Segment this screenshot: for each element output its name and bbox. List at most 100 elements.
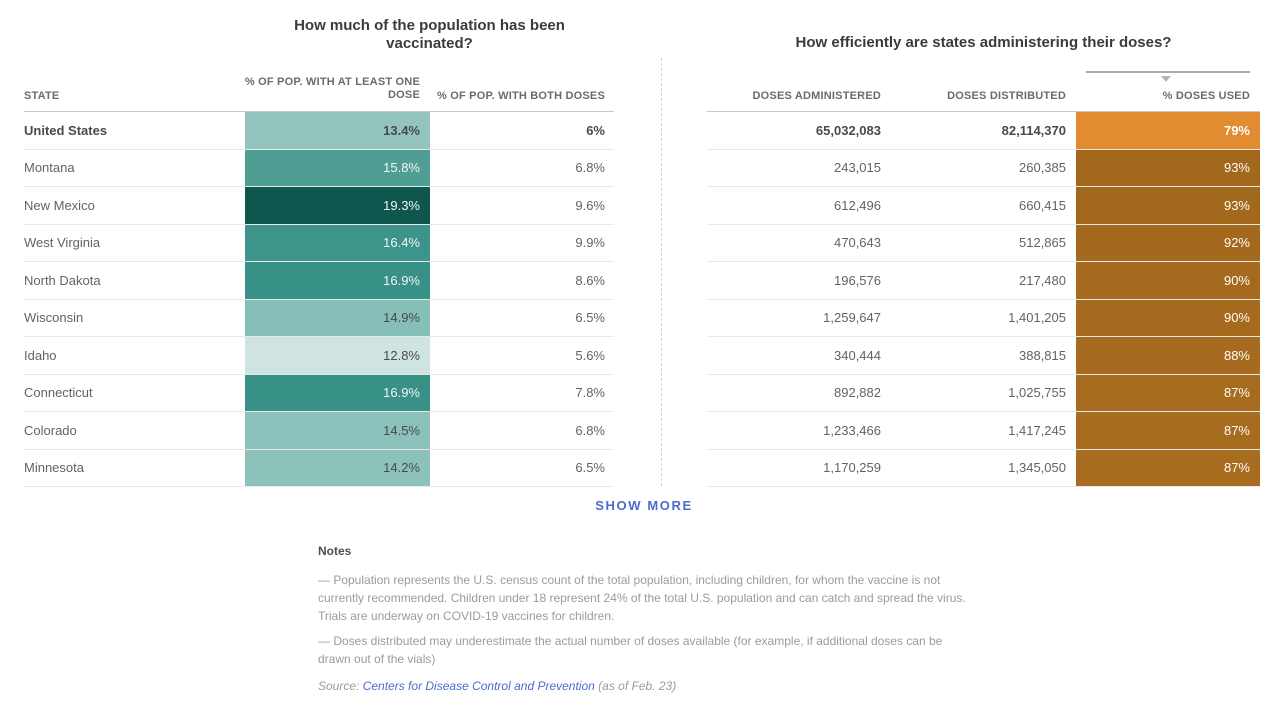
one-dose-cell: 14.9% (245, 299, 430, 336)
state-name: Minnesota (24, 460, 84, 476)
doses-used-cell: 93% (1076, 187, 1260, 224)
doses-distributed-cell: 660,415 (1019, 197, 1066, 213)
doses-used-cell: 90% (1076, 262, 1260, 299)
doses-distributed-cell: 1,417,245 (1008, 422, 1066, 438)
doses-administered-cell: 612,496 (834, 197, 881, 213)
doses-used-cell: 90% (1076, 299, 1260, 336)
doses-administered-cell: 1,170,259 (823, 460, 881, 476)
column-header-doses-administered[interactable]: DOSES ADMINISTERED (752, 90, 881, 102)
one-dose-cell: 16.9% (245, 262, 430, 299)
table-row: 612,496 660,415 93% (707, 187, 1260, 225)
one-dose-cell: 13.4% (245, 112, 430, 149)
doses-used-cell: 92% (1076, 224, 1260, 261)
table-row: 892,882 1,025,755 87% (707, 374, 1260, 412)
sort-caret-down-icon (1161, 76, 1171, 82)
doses-administered-cell: 196,576 (834, 272, 881, 288)
both-doses-cell: 7.8% (575, 385, 605, 401)
show-more-button[interactable]: SHOW MORE (595, 498, 693, 513)
one-dose-cell: 19.3% (245, 187, 430, 224)
doses-administered-cell: 1,259,647 (823, 310, 881, 326)
doses-distributed-cell: 1,025,755 (1008, 385, 1066, 401)
both-doses-cell: 6.8% (575, 422, 605, 438)
column-header-doses-distributed[interactable]: DOSES DISTRIBUTED (947, 90, 1066, 102)
table-row: Idaho 12.8% 5.6% (24, 337, 614, 375)
state-name: Idaho (24, 347, 57, 363)
table-row: 196,576 217,480 90% (707, 262, 1260, 300)
state-name: United States (24, 122, 108, 138)
column-header-state[interactable]: STATE (24, 90, 60, 102)
one-dose-cell: 16.4% (245, 224, 430, 261)
doses-used-cell: 87% (1076, 449, 1260, 486)
both-doses-cell: 9.9% (575, 235, 605, 251)
table-row: 1,233,466 1,417,245 87% (707, 412, 1260, 450)
doses-distributed-cell: 82,114,370 (1001, 122, 1066, 138)
source-suffix: (as of Feb. 23) (594, 679, 677, 693)
doses-administered-cell: 340,444 (834, 347, 881, 363)
right-table-title: How efficiently are states administering… (795, 34, 1172, 51)
left-table-body: United States 13.4% 6% Montana 15.8% 6.8% New … (24, 111, 614, 487)
note-item: — Doses distributed may underestimate th… (318, 634, 943, 666)
both-doses-cell: 8.6% (575, 272, 605, 288)
both-doses-cell: 6.5% (575, 310, 605, 326)
doses-administered-cell: 1,233,466 (823, 422, 881, 438)
right-table-body: 65,032,083 82,114,370 79% 243,015 260,385 93%… (707, 111, 1260, 487)
doses-administered-cell: 243,015 (834, 160, 881, 176)
doses-used-cell: 93% (1076, 149, 1260, 186)
table-row: West Virginia 16.4% 9.9% (24, 224, 614, 262)
column-header-doses-used[interactable]: % DOSES USED (1162, 90, 1250, 102)
column-header-one-dose[interactable]: % OF POP. WITH AT LEAST ONE DOSE (244, 76, 420, 101)
doses-used-cell: 87% (1076, 374, 1260, 411)
column-header-both-doses[interactable]: % OF POP. WITH BOTH DOSES (437, 90, 605, 102)
left-table-title-text: How much of the population has been vacc… (294, 17, 565, 52)
doses-administered-cell: 65,032,083 (815, 122, 881, 138)
source-prefix: Source: (318, 679, 363, 693)
doses-distributed-cell: 1,345,050 (1008, 460, 1066, 476)
one-dose-cell: 14.2% (245, 449, 430, 486)
table-row: 243,015 260,385 93% (707, 149, 1260, 187)
table-row: 1,259,647 1,401,205 90% (707, 299, 1260, 337)
doses-distributed-cell: 512,865 (1019, 235, 1066, 251)
state-name: West Virginia (24, 235, 101, 251)
sort-indicator-line (1086, 71, 1250, 73)
doses-distributed-cell: 1,401,205 (1008, 310, 1066, 326)
doses-used-cell: 88% (1076, 337, 1260, 374)
state-name: Colorado (24, 422, 77, 438)
both-doses-cell: 5.6% (575, 347, 605, 363)
one-dose-cell: 16.9% (245, 374, 430, 411)
note-item: — Population represents the U.S. census … (318, 573, 966, 623)
table-divider (661, 58, 662, 486)
notes-section: Notes — Population represents the U.S. c… (318, 544, 968, 668)
table-row: North Dakota 16.9% 8.6% (24, 262, 614, 300)
both-doses-cell: 6.8% (575, 160, 605, 176)
both-doses-cell: 6.5% (575, 460, 605, 476)
table-row: Montana 15.8% 6.8% (24, 149, 614, 187)
table-row: 1,170,259 1,345,050 87% (707, 449, 1260, 487)
one-dose-cell: 12.8% (245, 337, 430, 374)
table-row: Colorado 14.5% 6.8% (24, 412, 614, 450)
table-row: Minnesota 14.2% 6.5% (24, 449, 614, 487)
table-row: 340,444 388,815 88% (707, 337, 1260, 375)
table-row: New Mexico 19.3% 9.6% (24, 187, 614, 225)
state-name: Connecticut (24, 385, 93, 401)
table-row: 470,643 512,865 92% (707, 224, 1260, 262)
table-row: 65,032,083 82,114,370 79% (707, 112, 1260, 150)
both-doses-cell: 9.6% (575, 197, 605, 213)
table-row: United States 13.4% 6% (24, 112, 614, 150)
one-dose-cell: 15.8% (245, 149, 430, 186)
left-table-title: How much of the population has been vacc… (245, 17, 614, 53)
table-row: Wisconsin 14.9% 6.5% (24, 299, 614, 337)
doses-used-cell: 79% (1076, 112, 1260, 149)
doses-used-cell: 87% (1076, 412, 1260, 449)
doses-distributed-cell: 388,815 (1019, 347, 1066, 363)
doses-distributed-cell: 217,480 (1019, 272, 1066, 288)
doses-distributed-cell: 260,385 (1019, 160, 1066, 176)
both-doses-cell: 6% (586, 122, 605, 138)
source-link[interactable]: Centers for Disease Control and Preventi… (362, 679, 595, 693)
doses-administered-cell: 470,643 (834, 235, 881, 251)
state-name: North Dakota (24, 272, 101, 288)
state-name: New Mexico (24, 197, 95, 213)
state-name: Wisconsin (24, 310, 84, 326)
doses-administered-cell: 892,882 (834, 385, 881, 401)
state-name: Montana (24, 160, 75, 176)
table-row: Connecticut 16.9% 7.8% (24, 374, 614, 412)
